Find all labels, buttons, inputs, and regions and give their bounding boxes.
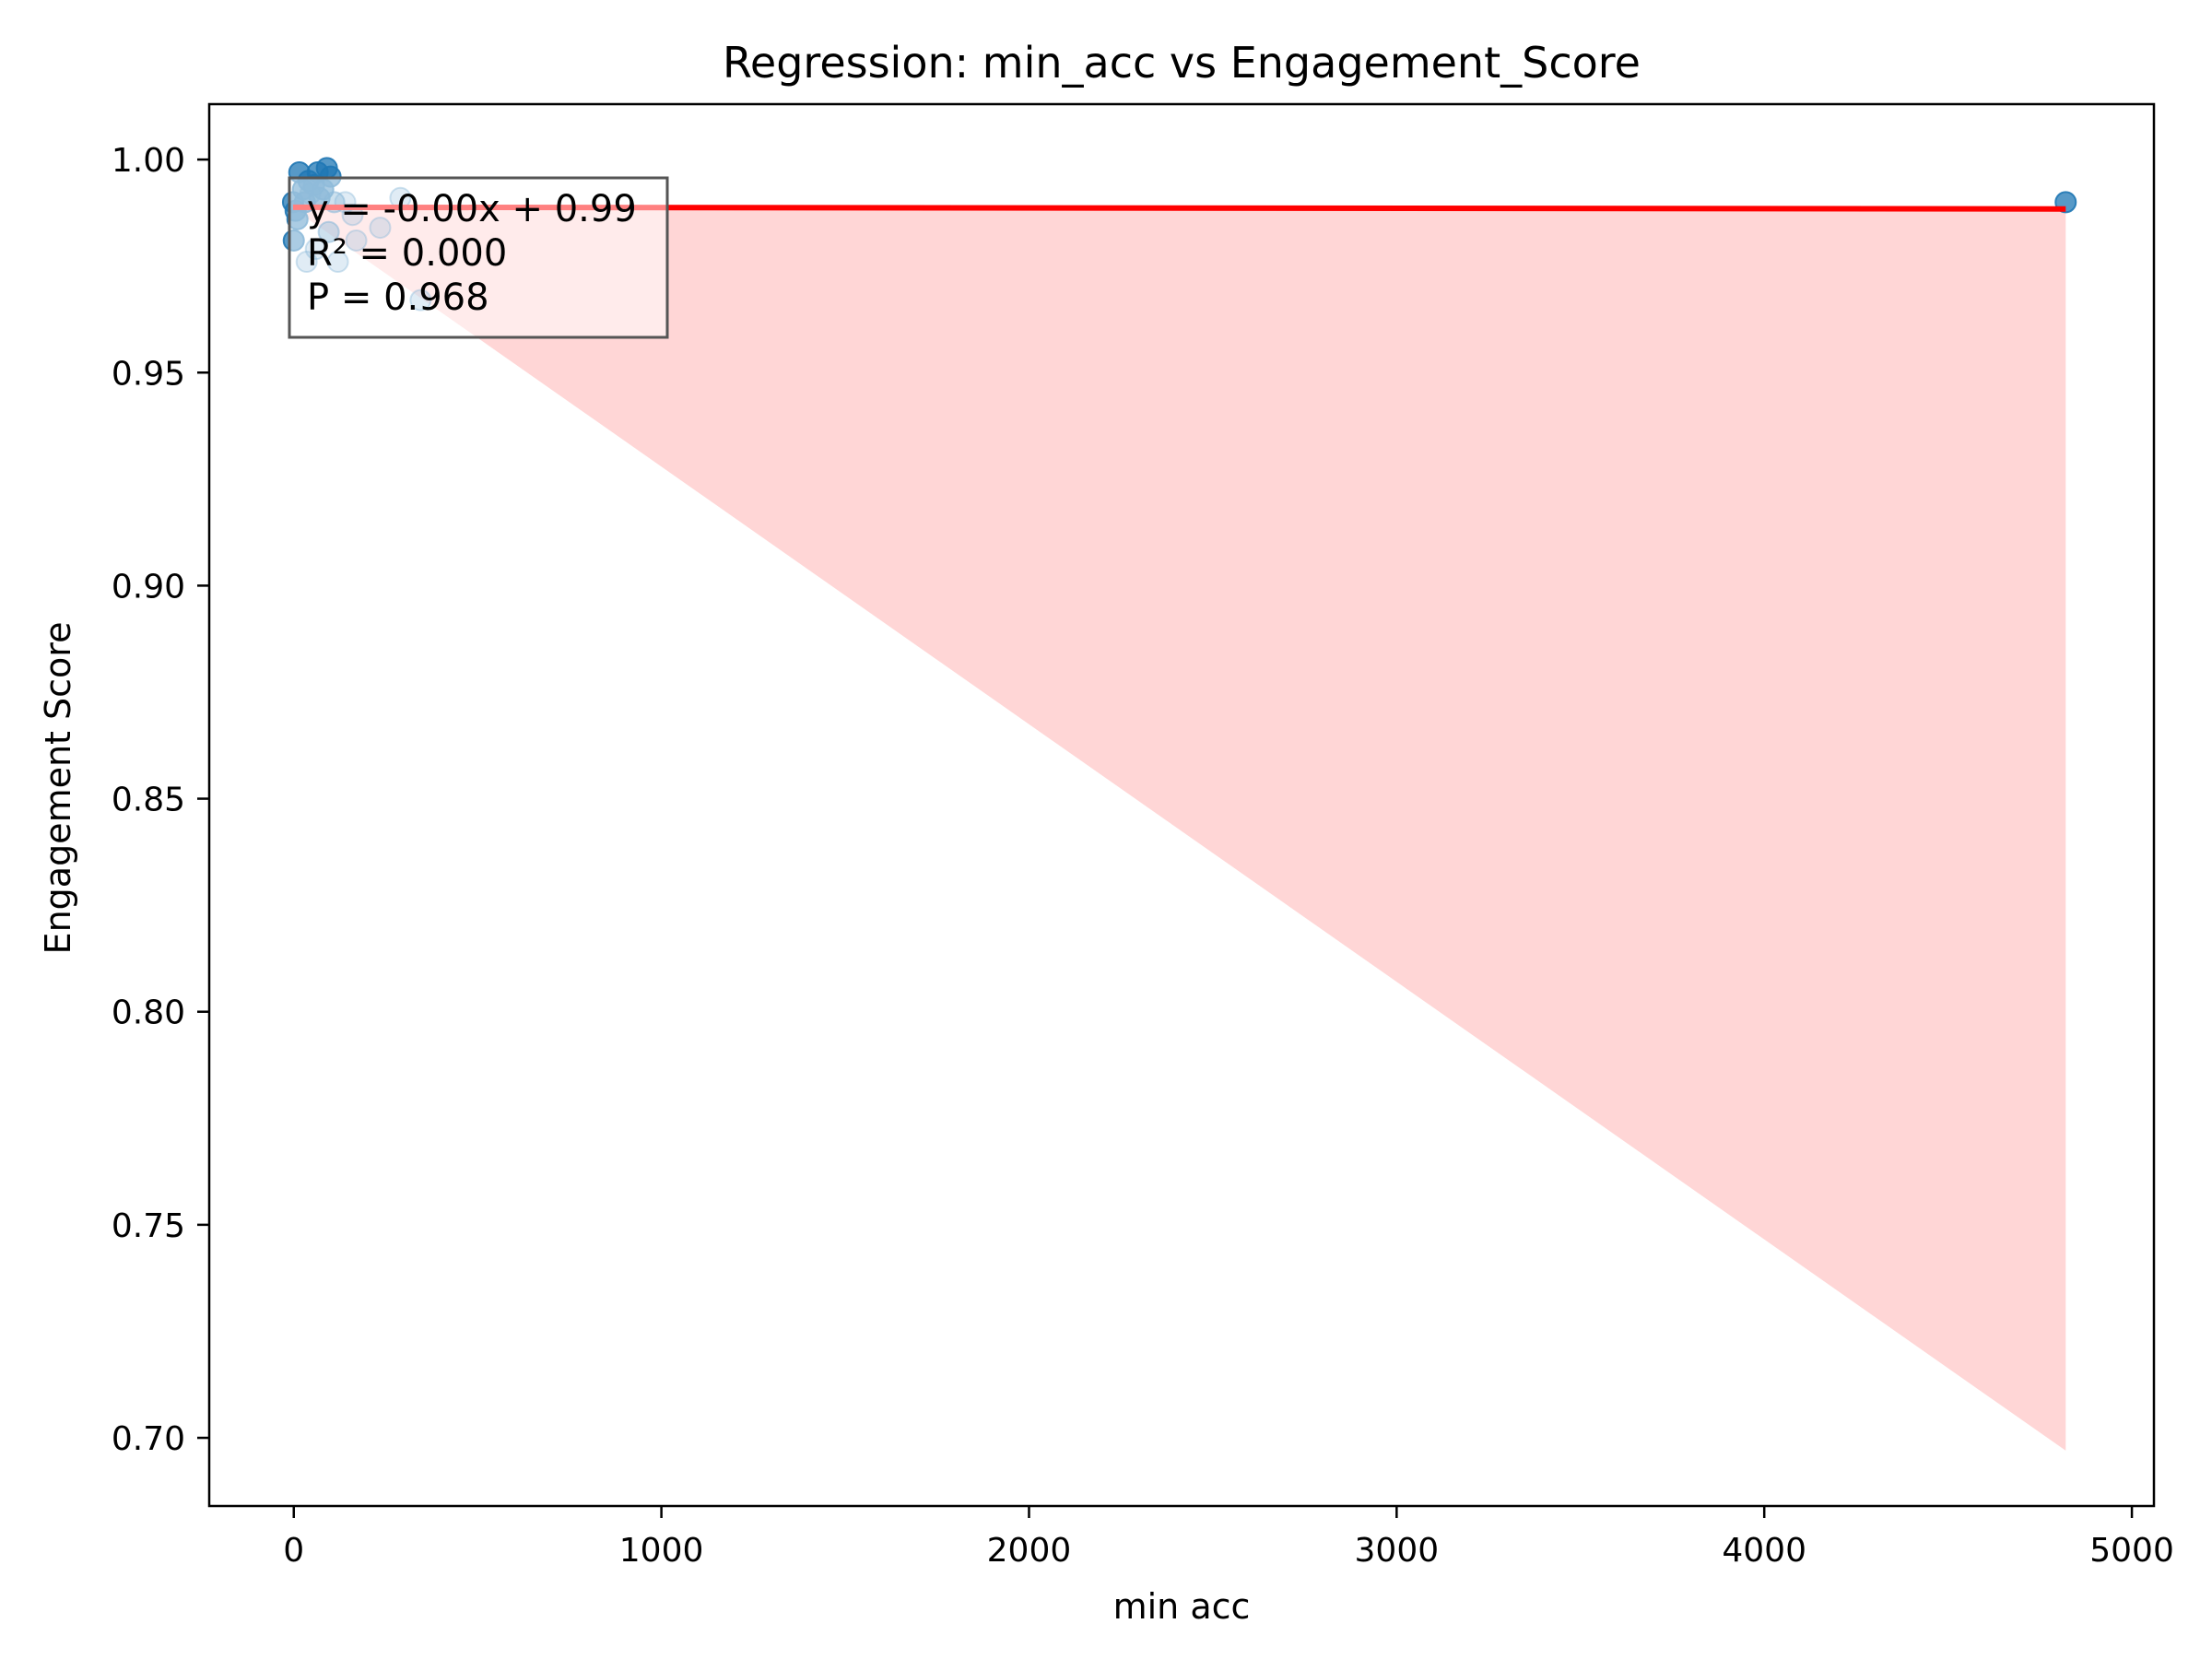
y-tick-label: 1.00 xyxy=(112,142,185,180)
x-tick-label: 3000 xyxy=(1355,1532,1440,1570)
stats-box xyxy=(288,176,669,339)
stats-line: y = -0.00x + 0.99 xyxy=(307,188,637,230)
y-tick-label: 0.75 xyxy=(112,1207,185,1245)
confidence-band xyxy=(292,204,2066,1451)
y-tick-label: 0.95 xyxy=(112,355,185,393)
stats-line: R² = 0.000 xyxy=(307,232,507,275)
y-tick-label: 0.90 xyxy=(112,568,185,606)
chart-title: Regression: min_acc vs Engagement_Score xyxy=(723,38,1641,88)
x-tick-label: 2000 xyxy=(987,1532,1072,1570)
x-tick-label: 4000 xyxy=(1722,1532,1806,1570)
x-tick-label: 5000 xyxy=(2089,1532,2174,1570)
stats-line: P = 0.968 xyxy=(307,276,489,319)
x-axis-title: min acc xyxy=(1113,1586,1251,1627)
x-tick-label: 1000 xyxy=(619,1532,704,1570)
y-tick-label: 0.80 xyxy=(112,994,185,1032)
y-tick-label: 0.85 xyxy=(112,782,185,819)
y-tick-label: 0.70 xyxy=(112,1420,185,1458)
y-axis-title: Engagement Score xyxy=(38,622,78,955)
plot-frame xyxy=(207,102,2156,1508)
x-tick-label: 0 xyxy=(283,1532,304,1570)
